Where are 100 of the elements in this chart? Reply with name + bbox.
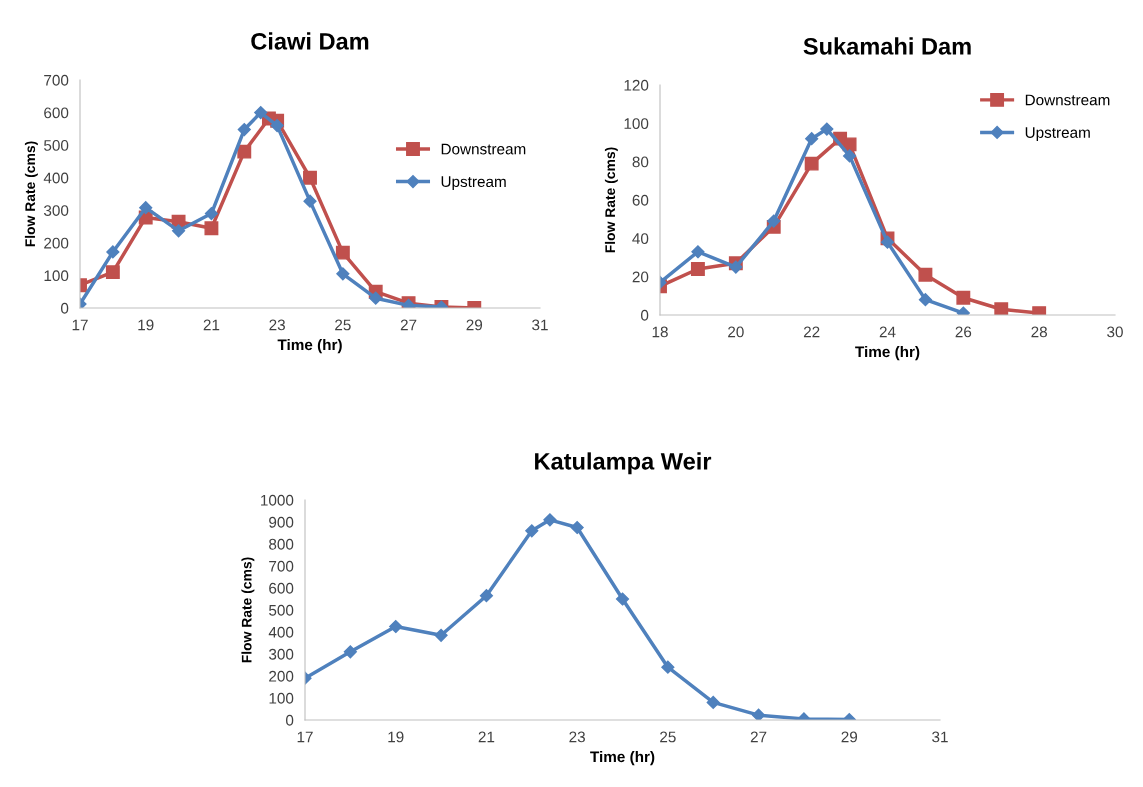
- y-tick-label: 100: [44, 270, 69, 282]
- x-tick-label: 31: [932, 731, 948, 743]
- point: [661, 660, 675, 674]
- y-tick-label: 600: [269, 582, 294, 594]
- point: [105, 265, 120, 280]
- y-tick-label: 100: [269, 692, 294, 704]
- y-tick-label: 700: [44, 74, 69, 86]
- y-tick-label: 600: [44, 107, 69, 119]
- point: [335, 245, 350, 260]
- point: [254, 105, 268, 120]
- y-tick-label: 200: [44, 237, 69, 249]
- x-axis-title: Time (hr): [855, 345, 920, 361]
- point: [525, 524, 539, 538]
- point: [139, 201, 153, 215]
- point: [751, 708, 766, 720]
- x-tick-label: 19: [388, 731, 404, 743]
- chart-title: Katulampa Weir: [535, 452, 712, 475]
- x-tick-label: 29: [841, 731, 858, 743]
- point: [270, 119, 284, 133]
- legend-label: Upstream: [1025, 127, 1090, 141]
- x-tick-label: 17: [72, 319, 88, 331]
- y-tick-label: 500: [44, 140, 69, 151]
- point: [303, 194, 317, 208]
- point: [479, 589, 494, 603]
- point: [343, 645, 357, 659]
- y-tick-label: 400: [268, 626, 294, 638]
- point: [434, 628, 448, 642]
- x-tick-label: 21: [203, 319, 220, 331]
- x-tick-label: 29: [466, 319, 483, 331]
- point: [106, 245, 120, 259]
- x-axis-title: Time (hr): [277, 338, 342, 354]
- point: [842, 137, 857, 152]
- point: [690, 262, 705, 276]
- point: [805, 132, 819, 146]
- point: [706, 695, 720, 709]
- point: [336, 267, 350, 281]
- y-tick-label: 0: [640, 309, 649, 321]
- point: [691, 245, 705, 259]
- y-tick-label: 300: [268, 648, 294, 660]
- y-tick-label: 500: [269, 604, 294, 616]
- point: [543, 513, 557, 527]
- x-tick-label: 22: [803, 326, 820, 338]
- y-tick-label: 1000: [261, 494, 294, 506]
- point: [303, 170, 317, 185]
- x-tick-label: 28: [1031, 326, 1047, 338]
- chart-title: Sukamahi Dam: [803, 37, 971, 55]
- point: [767, 214, 781, 228]
- x-tick-label: 23: [569, 731, 585, 743]
- point: [237, 122, 251, 137]
- y-tick-label: 120: [624, 79, 649, 91]
- y-axis-title: Flow Rate (cms): [24, 141, 38, 247]
- x-tick-label: 20: [728, 326, 744, 338]
- chart-title: Ciawi Dam: [251, 32, 369, 50]
- y-tick-label: 700: [269, 560, 294, 572]
- point: [570, 520, 584, 535]
- point: [369, 291, 383, 305]
- x-tick-label: 24: [879, 326, 896, 338]
- y-tick-label: 800: [269, 538, 294, 550]
- point: [237, 144, 252, 159]
- y-tick-label: 0: [285, 714, 294, 726]
- point: [880, 235, 895, 249]
- y-axis-title: Flow Rate (cms): [241, 557, 255, 663]
- x-tick-label: 25: [335, 319, 351, 331]
- point: [918, 293, 933, 307]
- y-axis-title: Flow Rate (cms): [604, 147, 618, 253]
- point: [204, 206, 219, 221]
- y-tick-label: 40: [632, 233, 649, 245]
- legend-label: Downstream: [441, 143, 526, 155]
- y-tick-label: 300: [43, 205, 69, 216]
- y-tick-label: 60: [632, 194, 649, 206]
- x-axis-title: Time (hr): [590, 750, 655, 766]
- point: [729, 260, 743, 274]
- x-tick-label: 19: [138, 319, 154, 331]
- x-tick-label: 26: [955, 326, 972, 338]
- y-tick-label: 100: [624, 118, 649, 130]
- y-tick-label: 80: [632, 156, 649, 168]
- point: [804, 156, 819, 171]
- y-tick-label: 900: [269, 516, 294, 528]
- x-tick-label: 18: [652, 326, 668, 338]
- y-tick-label: 0: [60, 302, 69, 314]
- point: [842, 149, 857, 163]
- x-tick-label: 23: [269, 319, 285, 331]
- x-tick-label: 27: [750, 731, 767, 743]
- point: [389, 619, 403, 634]
- point: [956, 290, 971, 305]
- legend-label: Upstream: [441, 176, 506, 191]
- point: [171, 224, 186, 238]
- x-tick-label: 30: [1107, 326, 1123, 338]
- point: [204, 221, 219, 236]
- point: [994, 302, 1009, 315]
- x-tick-label: 31: [532, 319, 548, 331]
- x-tick-label: 25: [660, 731, 676, 743]
- y-tick-label: 200: [269, 670, 294, 682]
- x-tick-label: 27: [400, 319, 417, 331]
- y-tick-label: 20: [632, 271, 649, 283]
- point: [820, 122, 834, 136]
- point: [615, 592, 630, 606]
- point: [918, 267, 933, 282]
- x-tick-label: 21: [478, 731, 495, 743]
- legend-label: Downstream: [1025, 94, 1110, 106]
